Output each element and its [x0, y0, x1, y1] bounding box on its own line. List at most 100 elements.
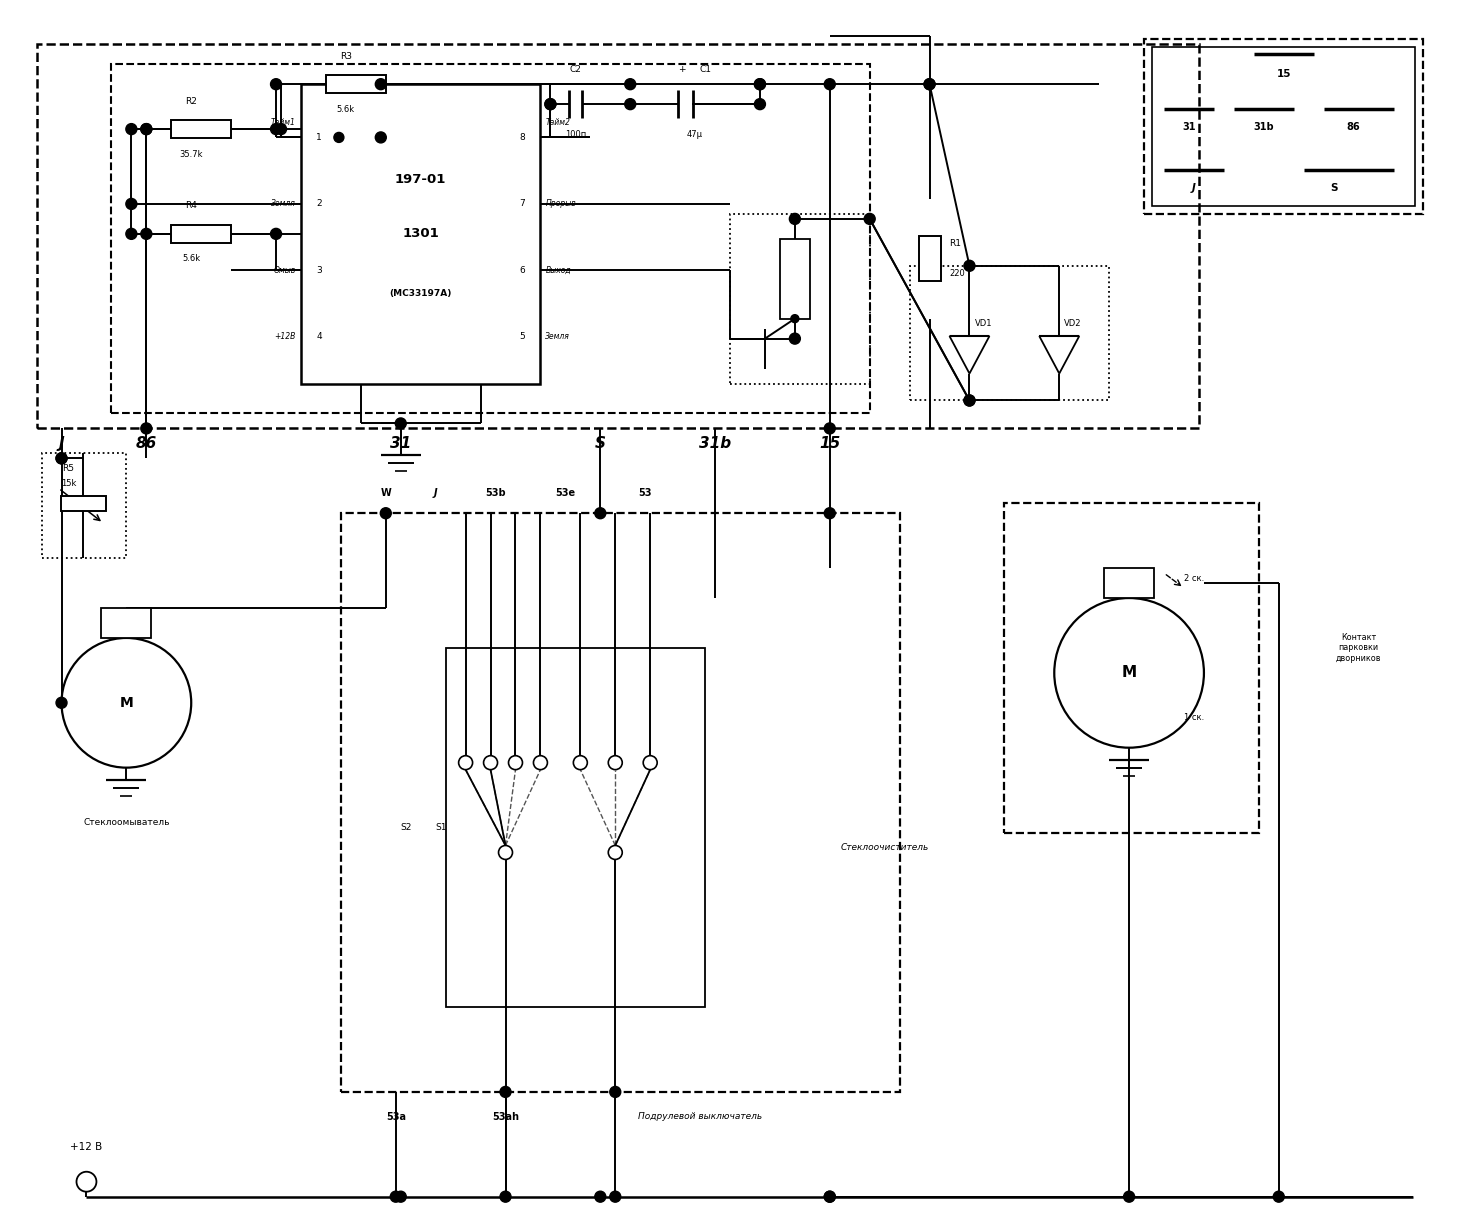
Text: R2: R2: [185, 97, 198, 106]
Text: 53a: 53a: [385, 1111, 406, 1122]
Circle shape: [500, 1191, 511, 1202]
Text: 47µ: 47µ: [687, 130, 703, 139]
Circle shape: [56, 698, 67, 709]
Text: М: М: [120, 696, 133, 710]
Text: VD2: VD2: [1064, 319, 1081, 328]
Polygon shape: [949, 336, 989, 373]
Text: 15k: 15k: [62, 479, 76, 488]
Text: Земля: Земля: [271, 199, 296, 209]
Text: C2: C2: [570, 65, 582, 74]
Text: R3: R3: [340, 52, 352, 60]
Text: 4: 4: [316, 333, 322, 341]
Text: J: J: [434, 489, 438, 499]
Text: VD1: VD1: [974, 319, 992, 328]
Bar: [1105, 569, 1154, 598]
Circle shape: [825, 507, 835, 518]
Circle shape: [964, 395, 974, 406]
Circle shape: [609, 1087, 621, 1098]
Bar: [325, 75, 385, 93]
Circle shape: [924, 79, 935, 90]
Text: S: S: [595, 436, 607, 451]
Text: Контакт
парковки
дворников: Контакт парковки дворников: [1336, 632, 1381, 663]
Text: 53e: 53e: [555, 489, 576, 499]
Circle shape: [141, 422, 152, 433]
Circle shape: [964, 395, 974, 406]
Circle shape: [754, 98, 765, 109]
Text: 2: 2: [316, 199, 322, 209]
Text: R1: R1: [949, 239, 961, 248]
Text: Стеклоомыватель: Стеклоомыватель: [84, 818, 170, 826]
Text: Омыв: Омыв: [274, 266, 296, 275]
Circle shape: [275, 124, 287, 135]
Text: 31b: 31b: [1254, 122, 1275, 131]
Circle shape: [754, 79, 765, 90]
Text: +: +: [678, 65, 686, 74]
Circle shape: [790, 214, 800, 225]
Circle shape: [790, 333, 800, 344]
Text: J: J: [1193, 183, 1195, 193]
Circle shape: [126, 199, 136, 210]
Circle shape: [545, 98, 555, 109]
Bar: [62, 496, 105, 511]
Text: 5: 5: [520, 333, 526, 341]
Text: 220: 220: [949, 269, 965, 279]
Circle shape: [76, 1172, 97, 1191]
Text: 1301: 1301: [403, 227, 440, 241]
Circle shape: [595, 1191, 607, 1202]
Circle shape: [271, 124, 281, 135]
Circle shape: [595, 507, 607, 518]
Circle shape: [62, 637, 192, 768]
Text: S2: S2: [400, 823, 412, 833]
Text: +12В: +12В: [274, 333, 296, 341]
Text: Стеклоочиститель: Стеклоочиститель: [841, 842, 929, 852]
Text: Подрулевой выключатель: Подрулевой выключатель: [639, 1113, 762, 1121]
Circle shape: [1124, 1191, 1134, 1202]
Bar: [1151, 48, 1415, 206]
Bar: [730, 214, 870, 383]
Circle shape: [271, 79, 281, 90]
Circle shape: [141, 228, 152, 239]
Circle shape: [56, 453, 67, 464]
Circle shape: [791, 314, 798, 323]
Text: 53b: 53b: [485, 489, 505, 499]
Text: 53: 53: [639, 489, 652, 499]
Text: C1: C1: [699, 65, 711, 74]
Text: W: W: [381, 489, 391, 499]
Circle shape: [643, 755, 658, 770]
Text: М: М: [1122, 666, 1137, 680]
Circle shape: [825, 79, 835, 90]
Text: 35.7k: 35.7k: [180, 150, 204, 158]
Circle shape: [864, 214, 875, 225]
Text: Прерыв: Прерыв: [545, 199, 576, 209]
Text: 7: 7: [520, 199, 526, 209]
Text: Земля: Земля: [545, 333, 570, 341]
Circle shape: [924, 79, 935, 90]
Bar: [41, 453, 126, 559]
Circle shape: [533, 755, 548, 770]
Circle shape: [381, 507, 391, 518]
Circle shape: [825, 422, 835, 433]
Text: Выход: Выход: [545, 266, 571, 275]
Circle shape: [964, 260, 974, 271]
Bar: [910, 265, 1109, 400]
Circle shape: [271, 228, 281, 239]
Bar: [111, 64, 870, 414]
Bar: [171, 120, 231, 138]
Circle shape: [396, 418, 406, 429]
Text: 6: 6: [520, 266, 526, 275]
Text: 31b: 31b: [699, 436, 731, 451]
Circle shape: [1055, 598, 1204, 748]
Circle shape: [573, 755, 587, 770]
Circle shape: [609, 1191, 621, 1202]
Bar: [341, 513, 900, 1092]
Circle shape: [334, 133, 344, 142]
Text: 86: 86: [136, 436, 157, 451]
Text: 31: 31: [390, 436, 412, 451]
Text: S1: S1: [435, 823, 447, 833]
Circle shape: [608, 755, 623, 770]
Circle shape: [508, 755, 523, 770]
Bar: [779, 239, 810, 319]
Text: 5.6k: 5.6k: [182, 254, 201, 263]
Bar: [37, 44, 1198, 429]
Text: J: J: [59, 436, 64, 451]
